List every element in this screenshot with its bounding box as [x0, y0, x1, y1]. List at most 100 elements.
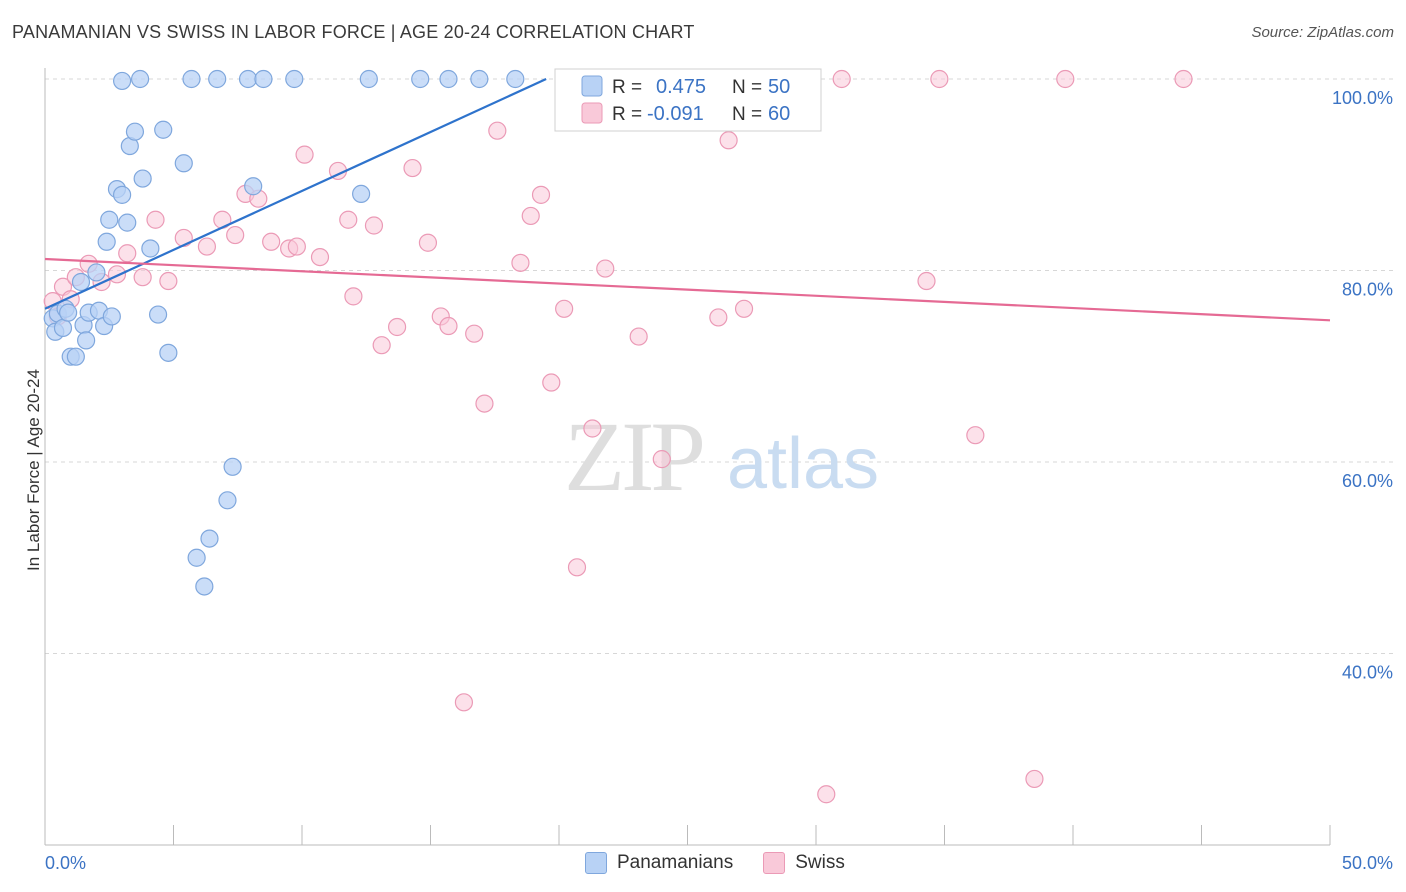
panamanian-point	[112, 71, 132, 91]
axes	[44, 68, 1331, 846]
watermark-atlas: atlas	[727, 424, 879, 504]
panamanian-point	[223, 457, 242, 476]
panamanian-point	[470, 69, 489, 89]
panamanian-point	[154, 120, 173, 139]
swiss-point	[719, 131, 738, 150]
swiss-point	[832, 69, 851, 89]
swiss-point	[917, 271, 936, 291]
swiss-point	[521, 206, 540, 226]
legend-r-label-1: R =	[612, 77, 642, 98]
swiss-point	[287, 237, 306, 256]
swiss-point	[542, 373, 561, 392]
watermark: ZIP atlas	[564, 401, 879, 512]
panamanian-point	[66, 347, 85, 366]
panamanian-point	[411, 69, 430, 89]
swiss-point	[344, 287, 363, 306]
swiss-point	[262, 232, 281, 251]
trend-lines	[44, 78, 1331, 322]
swiss-point	[118, 244, 137, 263]
panamanian-point	[159, 343, 178, 362]
swiss-point	[454, 693, 474, 712]
panamanian-point	[125, 122, 145, 141]
swiss-point	[295, 145, 314, 164]
y-tick-label: 80.0%	[1342, 280, 1393, 300]
source-label: Source: ZipAtlas.com	[1251, 24, 1394, 41]
swiss-point	[146, 210, 165, 229]
panamanian-point	[244, 177, 263, 196]
legend-r-label-2: R =	[612, 104, 642, 125]
panamanian-point	[238, 69, 258, 89]
legend-r-value-1: 0.475	[656, 76, 706, 98]
panamanian-point	[59, 303, 78, 322]
x-tick-label: 0.0%	[45, 853, 86, 873]
y-tick-label: 40.0%	[1342, 663, 1393, 683]
panamanian-points	[43, 69, 653, 596]
swiss-point	[197, 237, 217, 256]
panamanian-point	[352, 184, 371, 203]
swiss-trend-line	[44, 257, 1331, 322]
swiss-point	[817, 785, 836, 804]
legend-label-panamanians: Panamanians	[617, 852, 734, 873]
legend-swatch-swiss	[581, 102, 603, 124]
panamanian-point	[112, 185, 132, 204]
swiss-point	[465, 324, 484, 343]
panamanian-point	[133, 169, 152, 188]
legend-label-swiss: Swiss	[795, 852, 845, 873]
swiss-point	[555, 299, 574, 318]
legend-swatch-panamanians	[581, 75, 603, 97]
swiss-point	[133, 268, 152, 287]
swiss-point	[966, 426, 985, 445]
y-tick-label: 60.0%	[1342, 471, 1393, 491]
legend-r-value-2: -0.091	[647, 103, 704, 125]
swiss-point	[439, 316, 458, 336]
panamanian-point	[71, 272, 91, 292]
x-tick-label: 50.0%	[1342, 853, 1393, 873]
swiss-point	[930, 69, 949, 89]
panamanian-point	[200, 529, 219, 548]
panamanian-point	[97, 232, 116, 251]
panamanian-point	[208, 69, 227, 89]
swiss-point	[531, 185, 551, 204]
swiss-point	[583, 419, 602, 438]
legend-item-panamanians: Panamanians	[585, 852, 733, 874]
swiss-point	[403, 158, 422, 178]
swiss-point	[596, 259, 615, 278]
panamanian-point	[218, 491, 237, 510]
swiss-point	[511, 253, 530, 272]
panamanian-point	[148, 305, 168, 324]
swiss-point	[372, 336, 391, 355]
panamanian-point	[506, 69, 525, 89]
swiss-point	[174, 228, 193, 248]
panamanian-point	[182, 69, 201, 89]
swiss-point	[734, 299, 754, 318]
swiss-point	[310, 247, 330, 267]
swiss-point	[226, 225, 245, 245]
legend-n-label-1: N =	[732, 77, 762, 98]
panamanian-point	[87, 263, 106, 282]
panamanian-point	[359, 69, 378, 89]
panamanian-point	[254, 69, 273, 89]
swiss-point	[1174, 69, 1193, 89]
watermark-zip: ZIP	[564, 401, 702, 512]
legend-n-label-2: N =	[732, 104, 762, 125]
grid-lines	[45, 78, 1395, 654]
panamanian-point	[187, 548, 206, 567]
swiss-point	[629, 327, 648, 346]
panamanian-point	[141, 239, 160, 258]
swiss-point	[339, 210, 358, 229]
chart-title: PANAMANIAN VS SWISS IN LABOR FORCE | AGE…	[12, 22, 695, 42]
swiss-point	[709, 308, 728, 327]
legend-n-value-1: 50	[768, 76, 790, 98]
legend-top: R = 0.475 N = 50 R = -0.091 N = 60	[554, 68, 822, 132]
swiss-point	[652, 450, 671, 469]
swiss-point	[364, 216, 384, 235]
swiss-point	[488, 121, 507, 140]
panamanian-trend-line	[44, 78, 547, 310]
swiss-point	[475, 394, 494, 413]
panamanian-point	[285, 69, 304, 89]
swiss-point	[418, 233, 438, 252]
panamanian-point	[100, 210, 119, 229]
swiss-point	[1025, 769, 1044, 789]
panamanian-point	[118, 213, 137, 232]
